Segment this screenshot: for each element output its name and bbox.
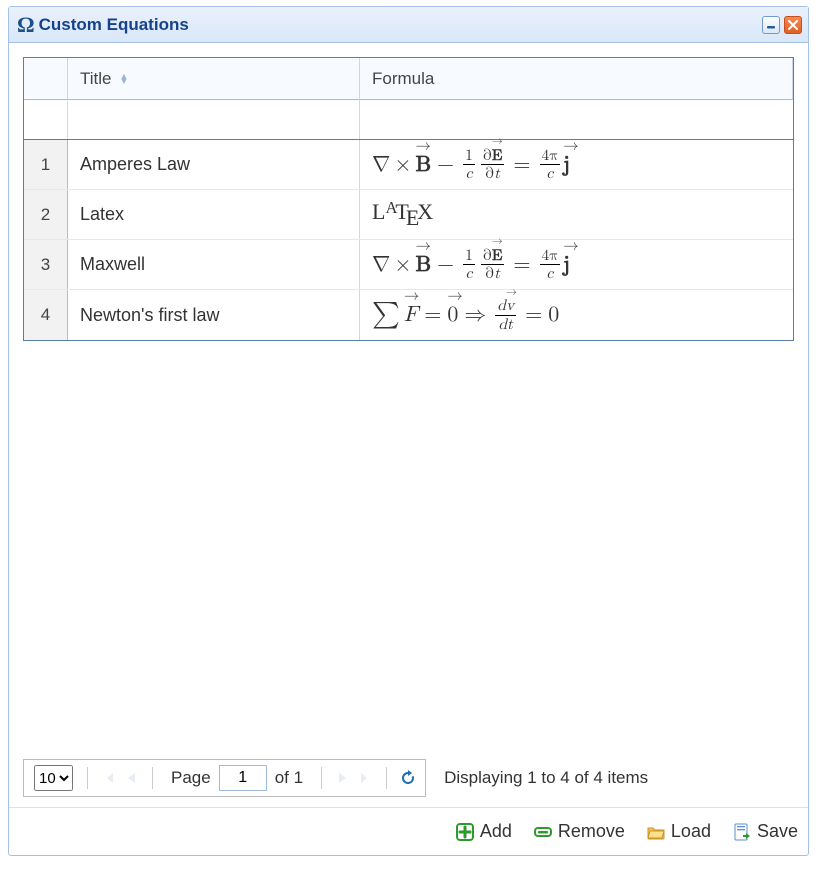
title-cell[interactable]: Latex xyxy=(68,190,360,239)
row-number-cell: 1 xyxy=(24,140,68,189)
footer-toolbar: Add Remove Load Save xyxy=(9,807,808,855)
filter-title-input[interactable] xyxy=(80,100,359,139)
table-row[interactable]: 1Amperes Law∇×B−1c∂E∂t=4πcj xyxy=(24,140,793,190)
table-row[interactable]: 3Maxwell∇×B−1c∂E∂t=4πcj xyxy=(24,240,793,290)
page-label: Page xyxy=(171,768,211,788)
custom-equations-panel: Ω Custom Equations Title ▲▼ Formula xyxy=(8,6,809,856)
filter-title-cell xyxy=(68,100,360,139)
filter-formula-input[interactable] xyxy=(372,100,793,139)
formula-cell[interactable]: ∇×B−1c∂E∂t=4πcj xyxy=(360,240,793,289)
refresh-button[interactable] xyxy=(397,767,419,789)
remove-button[interactable]: Remove xyxy=(534,821,625,842)
add-icon xyxy=(456,823,474,841)
save-label: Save xyxy=(757,821,798,842)
next-page-button[interactable] xyxy=(332,767,354,789)
last-page-button[interactable] xyxy=(354,767,376,789)
title-cell[interactable]: Maxwell xyxy=(68,240,360,289)
minimize-button[interactable] xyxy=(762,16,780,34)
load-button[interactable]: Load xyxy=(647,821,711,842)
page-size-select[interactable]: 10 xyxy=(34,765,73,791)
filter-row-number xyxy=(24,100,68,139)
sort-icon[interactable]: ▲▼ xyxy=(120,74,129,84)
page-number-input[interactable] xyxy=(219,765,267,791)
table-row[interactable]: 2LatexLATEX xyxy=(24,190,793,240)
page-of-label: of 1 xyxy=(275,768,303,788)
prev-page-button[interactable] xyxy=(120,767,142,789)
title-cell[interactable]: Newton's first law xyxy=(68,290,360,340)
title-cell[interactable]: Amperes Law xyxy=(68,140,360,189)
column-header-title[interactable]: Title ▲▼ xyxy=(68,58,360,100)
filter-formula-cell xyxy=(360,100,793,139)
remove-label: Remove xyxy=(558,821,625,842)
column-header-formula[interactable]: Formula xyxy=(360,58,793,100)
omega-icon: Ω xyxy=(17,12,35,38)
add-label: Add xyxy=(480,821,512,842)
column-header-title-label: Title xyxy=(80,69,112,89)
table-row[interactable]: 4Newton's first law∑F=0⇒dvdt=0 xyxy=(24,290,793,340)
add-button[interactable]: Add xyxy=(456,821,512,842)
row-number-cell: 3 xyxy=(24,240,68,289)
row-number-cell: 4 xyxy=(24,290,68,340)
first-page-button[interactable] xyxy=(98,767,120,789)
folder-open-icon xyxy=(647,823,665,841)
load-label: Load xyxy=(671,821,711,842)
row-number-header xyxy=(24,58,68,100)
grid-body: 1Amperes Law∇×B−1c∂E∂t=4πcj2LatexLATEX3M… xyxy=(24,140,793,340)
grid-header-row: Title ▲▼ Formula xyxy=(24,58,793,100)
row-number-cell: 2 xyxy=(24,190,68,239)
remove-icon xyxy=(534,823,552,841)
save-icon xyxy=(733,823,751,841)
panel-title: Custom Equations xyxy=(39,15,189,35)
formula-cell[interactable]: ∑F=0⇒dvdt=0 xyxy=(360,290,793,340)
close-button[interactable] xyxy=(784,16,802,34)
panel-header: Ω Custom Equations xyxy=(9,7,808,43)
pager: 10 Page of 1 xyxy=(23,759,794,797)
pager-status: Displaying 1 to 4 of 4 items xyxy=(444,768,648,788)
column-header-formula-label: Formula xyxy=(372,69,434,89)
save-button[interactable]: Save xyxy=(733,821,798,842)
grid-filter-row xyxy=(24,100,793,140)
formula-cell[interactable]: ∇×B−1c∂E∂t=4πcj xyxy=(360,140,793,189)
equation-grid: Title ▲▼ Formula 1Amperes Law∇×B−1c xyxy=(23,57,794,341)
formula-cell[interactable]: LATEX xyxy=(360,190,793,239)
